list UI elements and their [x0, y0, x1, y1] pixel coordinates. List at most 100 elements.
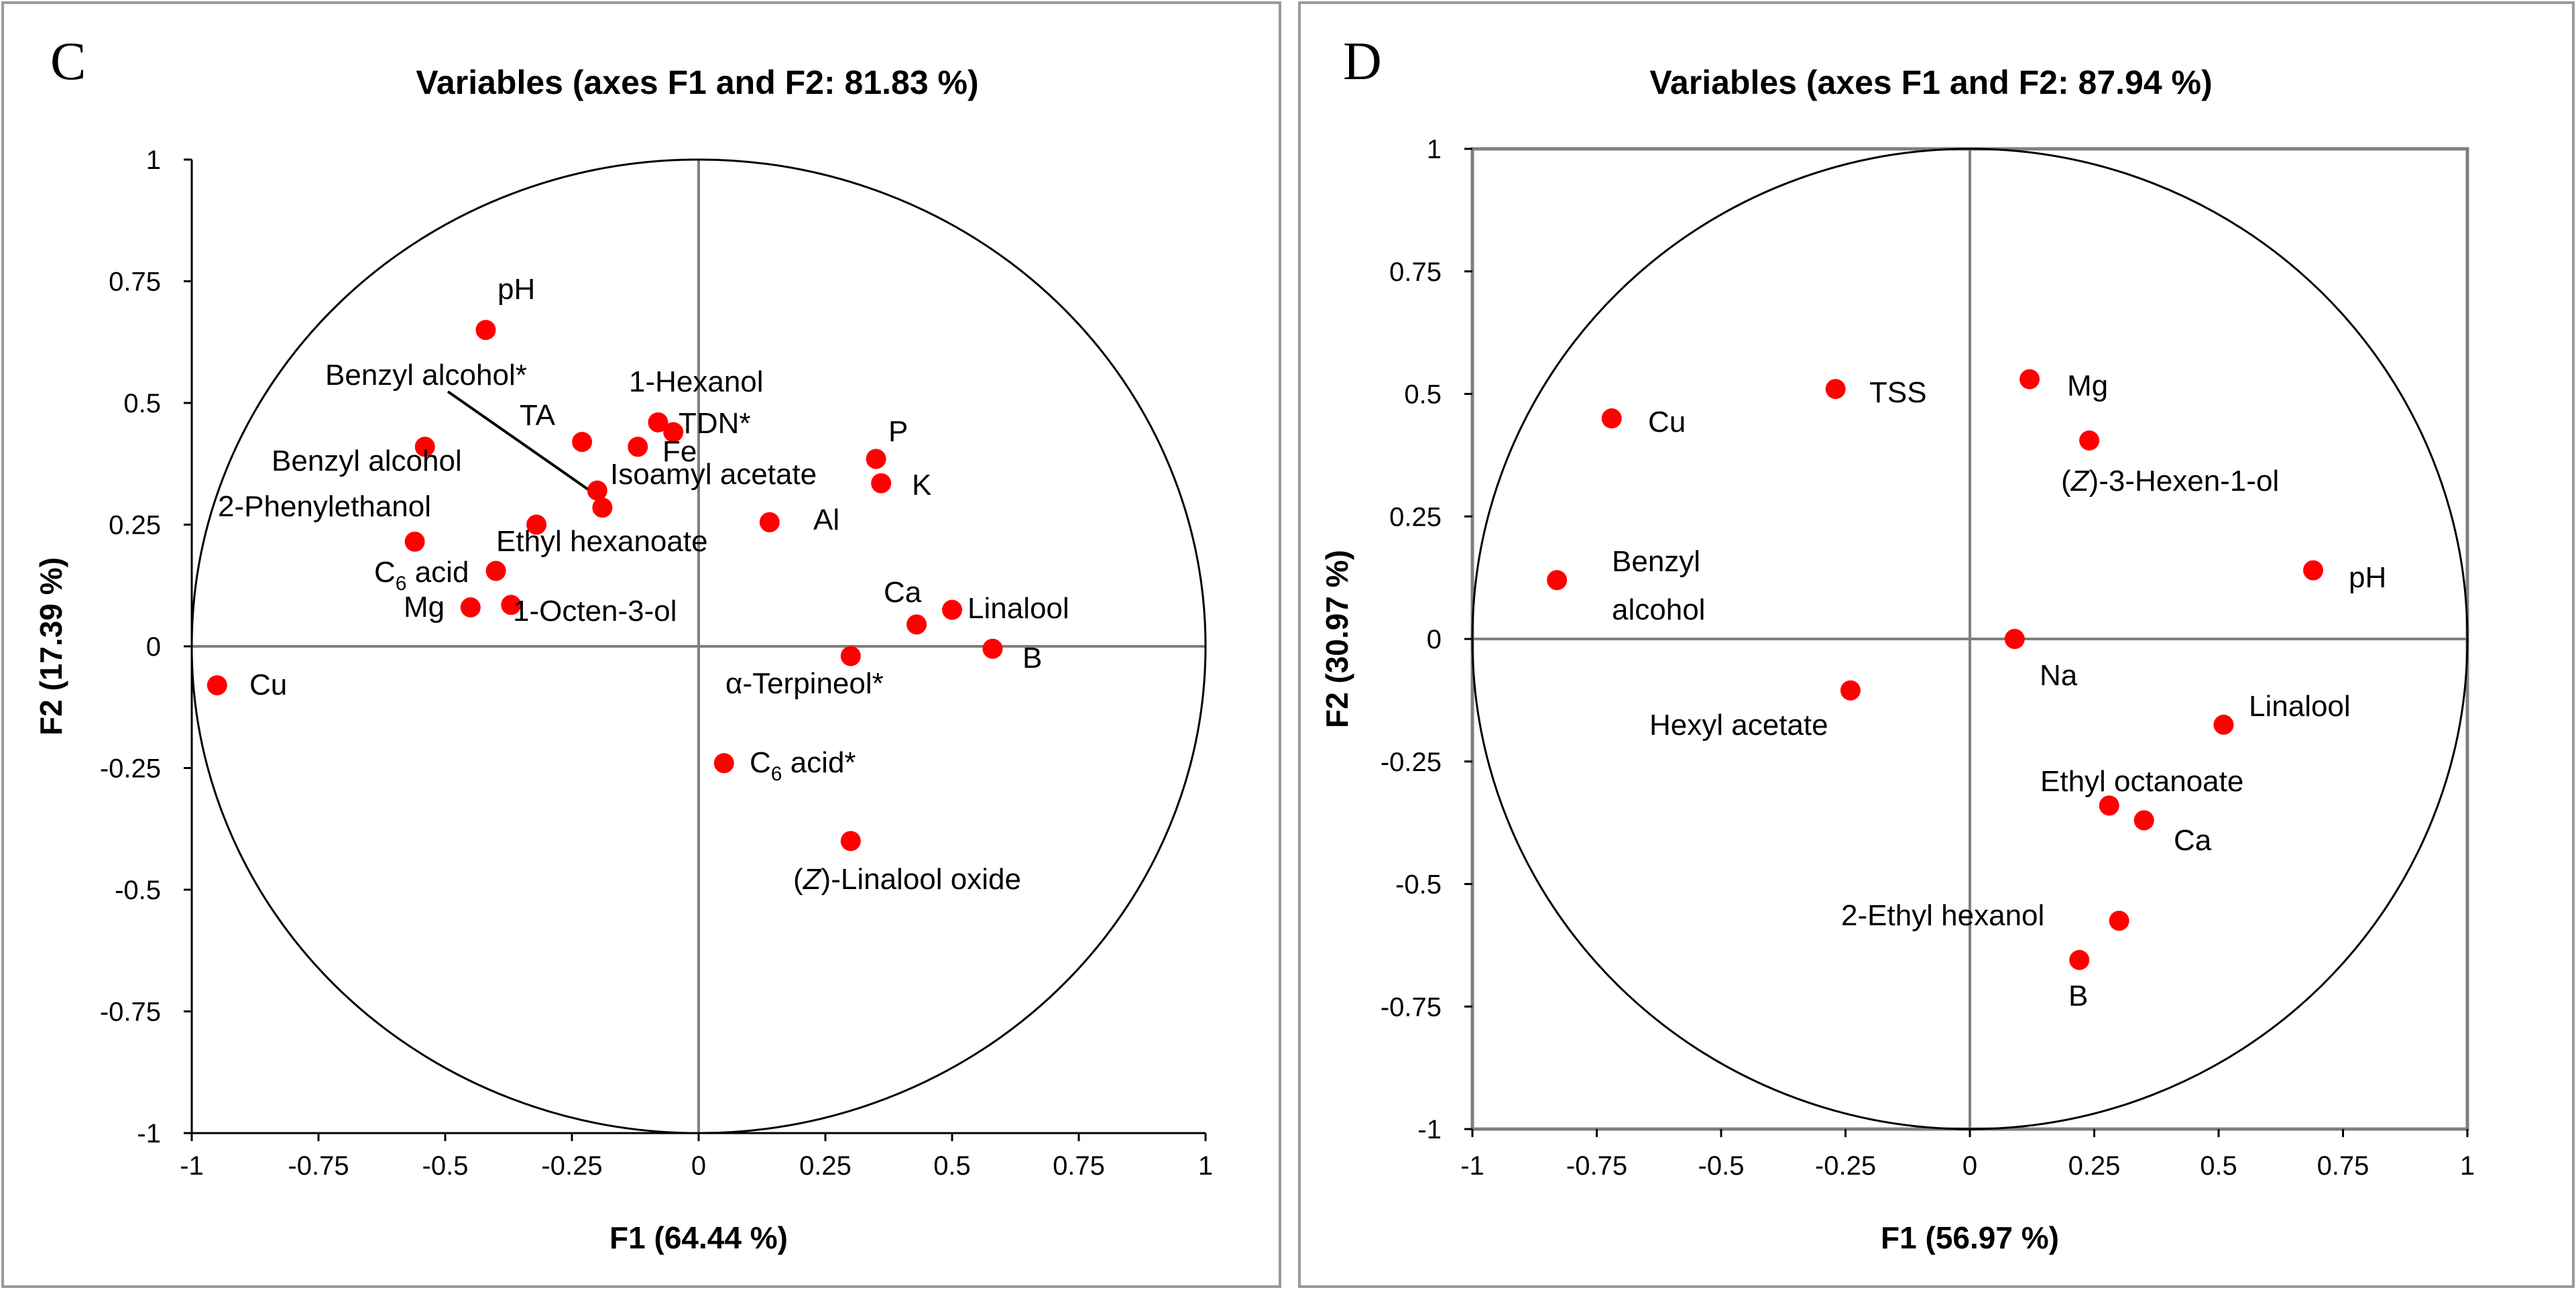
panel-c-label-1-octen-3-ol: 1-Octen-3-ol — [513, 595, 677, 628]
panel-c-point-terpineol — [840, 646, 861, 666]
panel-d-point-ca — [2133, 810, 2154, 831]
panel-c-label-benzyl-alcohol-star: Benzyl alcohol* — [325, 359, 527, 392]
panel-c-y-tick-label: 0 — [146, 632, 161, 662]
panel-c-point-1-octen-3-ol — [501, 595, 522, 615]
panel-c-label-k: K — [912, 469, 931, 502]
panel-c-x-tick-label: 1 — [1198, 1151, 1213, 1181]
panel-d-x-tick-label: -0.5 — [1698, 1151, 1745, 1181]
panel-c-point-ca — [906, 614, 927, 635]
panel-c-label-ta: TA — [520, 399, 556, 432]
panel-d-label-na: Na — [2040, 659, 2078, 692]
panel-d-point-b — [2069, 949, 2090, 970]
panel-c-x-tick-label: 0 — [691, 1151, 706, 1181]
panel-c-label-fe: Fe — [662, 435, 697, 468]
panel-c-y-tick-label: -0.75 — [100, 998, 161, 1027]
panel-c-points — [207, 320, 1003, 851]
panel-d-y-ticks: 1 0.75 0.5 0.25 0 -0.25 -0.5 -0.75 -1 — [1381, 135, 1472, 1144]
panel-c-point-ethyl-hexanoate — [526, 514, 547, 535]
panel-c-point-ph — [475, 320, 496, 341]
panel-c-label-alpha-terpineol: α-Terpineol* — [725, 667, 884, 700]
panel-c-annotation-leader — [447, 390, 607, 503]
panel-d-y-tick-label: -0.75 — [1381, 992, 1442, 1022]
panel-c-label-p: P — [888, 415, 908, 448]
panel-c-point-cu — [207, 675, 227, 696]
panel-d-x-tick-label: -0.75 — [1566, 1151, 1627, 1181]
panel-d-x-ticks: -1 -0.75 -0.5 -0.25 0 0.25 0.5 0.75 1 — [1460, 1129, 2475, 1181]
panel-c-point-c-acid — [713, 753, 734, 774]
panel-c-label-benzyl-alcohol: Benzyl alcohol — [272, 445, 462, 477]
panel-d-x-tick-label: 0.75 — [2317, 1151, 2369, 1181]
panel-d-label-b: B — [2068, 980, 2088, 1012]
panel-c-y-tick-label: -1 — [137, 1119, 161, 1149]
panel-d-x-tick-label: 0.5 — [2200, 1151, 2237, 1181]
panel-c-x-ticks: -1 -0.75 -0.5 -0.25 0 0.25 0.5 0.75 1 — [180, 1133, 1213, 1181]
panel-c-label-2-phenylethanol: 2-Phenylethanol — [218, 490, 431, 523]
panel-c-point-p — [866, 449, 886, 469]
panel-d-label-ca: Ca — [2174, 824, 2212, 857]
panel-c-y-tick-label: -0.25 — [100, 754, 161, 784]
panel-c-point-b — [982, 638, 1003, 659]
panel-c-y-axis-label: F2 (17.39 %) — [34, 557, 68, 736]
panel-d-label-ph: pH — [2349, 561, 2386, 594]
panel-d-label-linalool: Linalool — [2249, 690, 2351, 723]
panel-d-label-benzyl-alcohol: Benzyl alcohol — [1612, 545, 1705, 626]
panel-d-x-tick-label: 1 — [2460, 1151, 2475, 1181]
panel-d-point-linalool — [2213, 714, 2234, 735]
panel-c: C Variables (axes F1 and F2: 81.83 %) -1… — [1, 1, 1281, 1288]
panel-c-y-ticks: 1 0.75 0.5 0.25 0 -0.25 -0.5 -0.75 -1 — [100, 145, 192, 1149]
panel-d-y-tick-label: 0.25 — [1389, 502, 1442, 532]
panel-c-label-tdn: TDN* — [679, 407, 751, 440]
panel-d-y-tick-label: 1 — [1427, 135, 1442, 164]
panel-c-y-tick-label: -0.5 — [115, 876, 161, 905]
panel-d-label-hexyl-acetate: Hexyl acetate — [1649, 709, 1828, 742]
panel-c-point-ta — [572, 432, 593, 453]
panel-d-x-tick-label: 0.25 — [2068, 1151, 2121, 1181]
panel-c-label-z-linalool-oxide: (Z)-Linalool oxide — [793, 863, 1021, 896]
panel-d-x-tick-label: -0.25 — [1815, 1151, 1876, 1181]
panel-c-point-2-phenylethanol — [404, 531, 425, 552]
panel-c-x-tick-label: 0.5 — [933, 1151, 971, 1181]
panel-c-border — [1, 1, 1281, 1288]
panel-c-x-tick-label: -0.25 — [541, 1151, 602, 1181]
panel-c-point-benzyl-alcohol — [414, 436, 435, 457]
panel-c-title: Variables (axes F1 and F2: 81.83 %) — [416, 64, 978, 101]
panel-c-letter: C — [50, 32, 86, 91]
panel-d-x-axis-label: F1 (56.97 %) — [1881, 1220, 2059, 1255]
panel-c-y-tick-label: 1 — [146, 145, 161, 175]
panel-d-label-2-ethyl-hexanol: 2-Ethyl hexanol — [1841, 899, 2044, 932]
panel-d-points — [1547, 369, 2323, 970]
panel-d-y-tick-label: 0 — [1427, 625, 1442, 654]
panel-d-point-benzyl-alcohol — [1547, 570, 1568, 591]
panel-c-point-al — [759, 512, 780, 532]
panel-c-label-isoamyl-acetate: Isoamyl acetate — [610, 458, 817, 491]
panel-d-point-hexyl-acetate — [1840, 680, 1861, 701]
panel-c-label-c6-acid: C6 acid — [374, 556, 469, 595]
panel-c-label-ph: pH — [497, 273, 535, 306]
panel-d-point-mg — [2019, 369, 2040, 390]
panel-d-label-z-3-hexen-1-ol: (Z)-3-Hexen-1-ol — [2061, 465, 2279, 497]
panel-c-point-isoamyl-acetate — [587, 480, 607, 501]
panel-d-point-ph — [2302, 560, 2323, 581]
panel-d-y-tick-label: 0.75 — [1389, 257, 1442, 287]
panel-d-title: Variables (axes F1 and F2: 87.94 %) — [1649, 64, 2212, 101]
panel-d-y-tick-label: 0.5 — [1404, 380, 1442, 410]
panel-c-label-cu: Cu — [249, 668, 287, 701]
panel-c-x-tick-label: 0.25 — [799, 1151, 852, 1181]
panel-c-label-ca: Ca — [884, 576, 922, 609]
panel-c-label-c6-acid-star: C6 acid* — [750, 746, 856, 785]
panel-c-point-tdn — [663, 422, 684, 443]
panel-c-y-tick-label: 0.75 — [109, 268, 161, 297]
panel-c-label-1-hexanol: 1-Hexanol — [629, 365, 764, 398]
panel-c-point-linalool — [942, 599, 962, 620]
panel-c-point-benzyl-alcohol — [592, 497, 613, 518]
panel-c-x-tick-label: -1 — [180, 1151, 204, 1181]
panel-d-label-ethyl-octanoate: Ethyl octanoate — [2040, 765, 2243, 798]
panel-d-label-cu: Cu — [1648, 406, 1686, 438]
panel-d-correlation-circle — [1471, 148, 2469, 1130]
panel-c-x-tick-label: -0.5 — [422, 1151, 469, 1181]
panel-d-y-tick-label: -0.5 — [1395, 870, 1442, 900]
panel-c-point-c-acid — [485, 561, 506, 581]
panel-c-correlation-circle — [190, 158, 1207, 1134]
panel-d-x-tick-label: 0 — [1963, 1151, 1977, 1181]
panel-d-label-tss: TSS — [1869, 376, 1927, 409]
